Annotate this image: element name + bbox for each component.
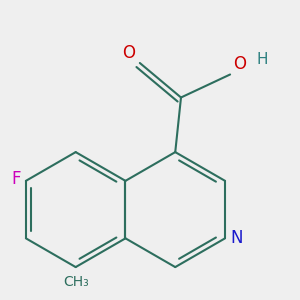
Text: O: O [234,55,247,73]
Text: CH₃: CH₃ [63,275,88,290]
Text: H: H [257,52,268,67]
Text: N: N [230,229,242,247]
Text: O: O [122,44,135,62]
Text: F: F [11,170,21,188]
